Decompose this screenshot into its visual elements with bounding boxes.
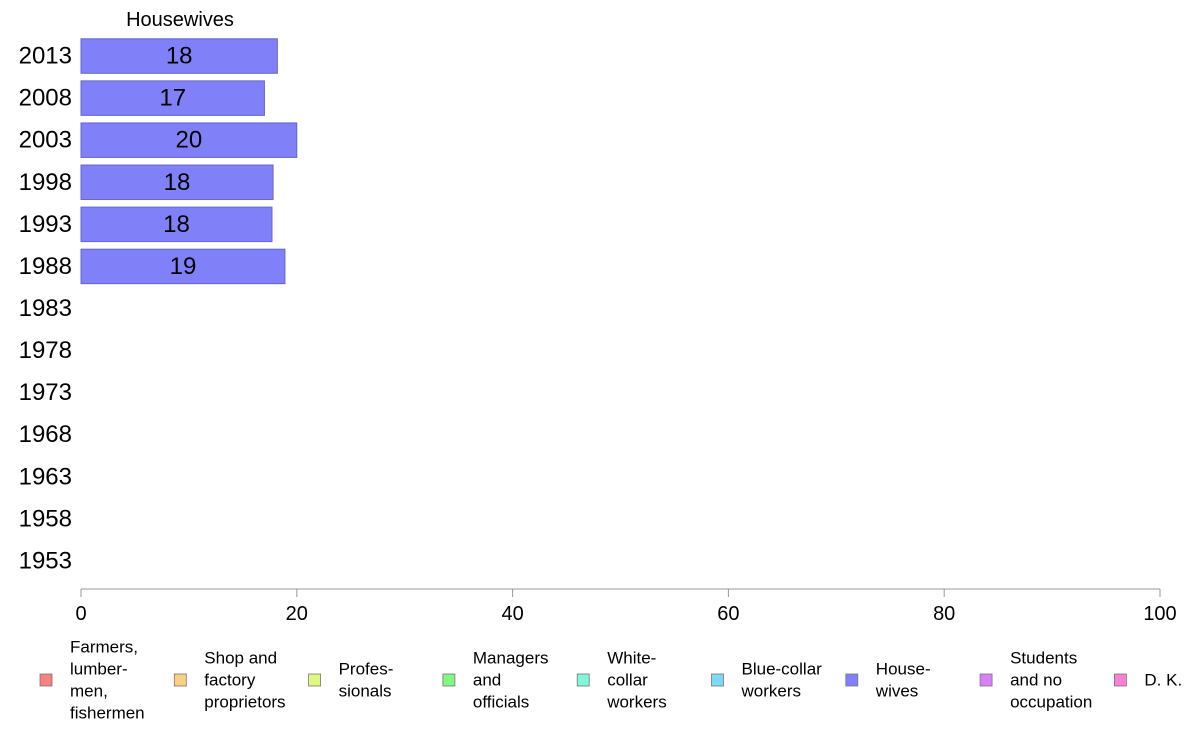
legend-label: proprietors: [204, 693, 285, 712]
legend: Farmers, lumber-men, fishermen Shop and fact…: [39, 638, 1182, 723]
legend-item: White-collar workers: [576, 649, 667, 712]
legend-item: Blue-collar workers: [711, 660, 823, 701]
bar-value-label: 19: [170, 253, 197, 280]
year-label: 1978: [19, 337, 72, 364]
legend-label: Students: [1010, 649, 1077, 668]
bars: 18 17 20 18 18 19: [80, 38, 298, 285]
legend-label: workers: [741, 682, 802, 701]
legend-label: Profes-: [339, 660, 394, 679]
legend-item: D. K.: [1114, 671, 1182, 690]
panel-title: Housewives: [126, 9, 234, 31]
bar-housewives-1988: [80, 248, 286, 285]
year-label: 1973: [19, 379, 72, 406]
legend-label: D. K.: [1144, 671, 1182, 690]
year-label: 1953: [19, 547, 72, 574]
x-tick-label: 60: [717, 603, 739, 625]
x-tick-label: 40: [501, 603, 523, 625]
year-label: 2013: [19, 43, 72, 70]
legend-label: collar: [607, 671, 648, 690]
x-tick-label: 80: [933, 603, 955, 625]
legend-swatch: [1114, 673, 1127, 687]
bar-value-label: 18: [164, 169, 191, 196]
bar-housewives-2013: [80, 38, 278, 74]
bar-value-label: 18: [163, 211, 190, 238]
legend-swatch: [442, 673, 456, 687]
legend-swatch: [576, 673, 590, 687]
legend-label: Blue-collar: [742, 660, 823, 679]
legend-label: sionals: [339, 682, 392, 701]
legend-item: Students and no occupation: [979, 649, 1092, 712]
x-axis: 0 20 40 60 80 100: [75, 588, 1177, 625]
legend-label: Managers: [473, 649, 549, 668]
x-tick-label: 0: [75, 603, 86, 625]
legend-label: factory: [204, 671, 256, 690]
x-tick-label: 20: [286, 603, 308, 625]
bar-housewives-2003: [80, 122, 298, 158]
legend-swatch: [308, 673, 322, 687]
year-label: 1963: [19, 463, 72, 490]
legend-label: lumber-: [70, 660, 128, 679]
legend-label: fishermen: [70, 704, 145, 723]
legend-swatch: [39, 673, 53, 687]
year-label: 1998: [19, 169, 72, 196]
legend-label: men,: [70, 682, 108, 701]
year-label: 1958: [19, 505, 72, 532]
legend-item: Profes-sionals: [308, 660, 394, 701]
legend-label: House-: [876, 660, 931, 679]
legend-item: Farmers, lumber-men, fishermen: [39, 638, 145, 723]
legend-swatch: [711, 673, 724, 687]
legend-swatch: [845, 673, 859, 687]
legend-label: occupation: [1010, 693, 1092, 712]
legend-item: Shop and factory proprietors: [173, 649, 286, 712]
bar-value-label: 17: [159, 85, 186, 112]
bar-housewives-1998: [80, 164, 274, 201]
legend-label: wives: [875, 682, 919, 701]
year-label: 1993: [19, 211, 72, 238]
bar-value-label: 20: [176, 127, 203, 154]
year-label: 2003: [19, 127, 72, 154]
year-label: 1968: [19, 421, 72, 448]
legend-label: officials: [473, 693, 529, 712]
legend-label: White-: [607, 649, 656, 668]
legend-label: Farmers,: [70, 638, 138, 657]
legend-swatch: [979, 673, 993, 687]
legend-label: Shop and: [204, 649, 277, 668]
x-tick-label: 100: [1143, 603, 1176, 625]
legend-label: and: [473, 671, 501, 690]
year-label: 1983: [19, 295, 72, 322]
bar-housewives-2008: [80, 80, 265, 116]
year-label: 2008: [19, 85, 72, 112]
bar-housewives-1993: [80, 206, 273, 243]
legend-label: and no: [1010, 671, 1062, 690]
legend-swatch: [173, 673, 187, 687]
year-labels: 2013 2008 2003 1998 1993 1988 1983 1978 1973 1968…: [19, 43, 72, 575]
legend-item: House-wives: [845, 660, 931, 701]
panel-title-group: Housewives: [126, 9, 234, 31]
year-label: 1988: [19, 253, 72, 280]
legend-label: workers: [606, 693, 667, 712]
bar-value-label: 18: [166, 43, 193, 70]
legend-item: Managers and officials: [442, 649, 549, 712]
